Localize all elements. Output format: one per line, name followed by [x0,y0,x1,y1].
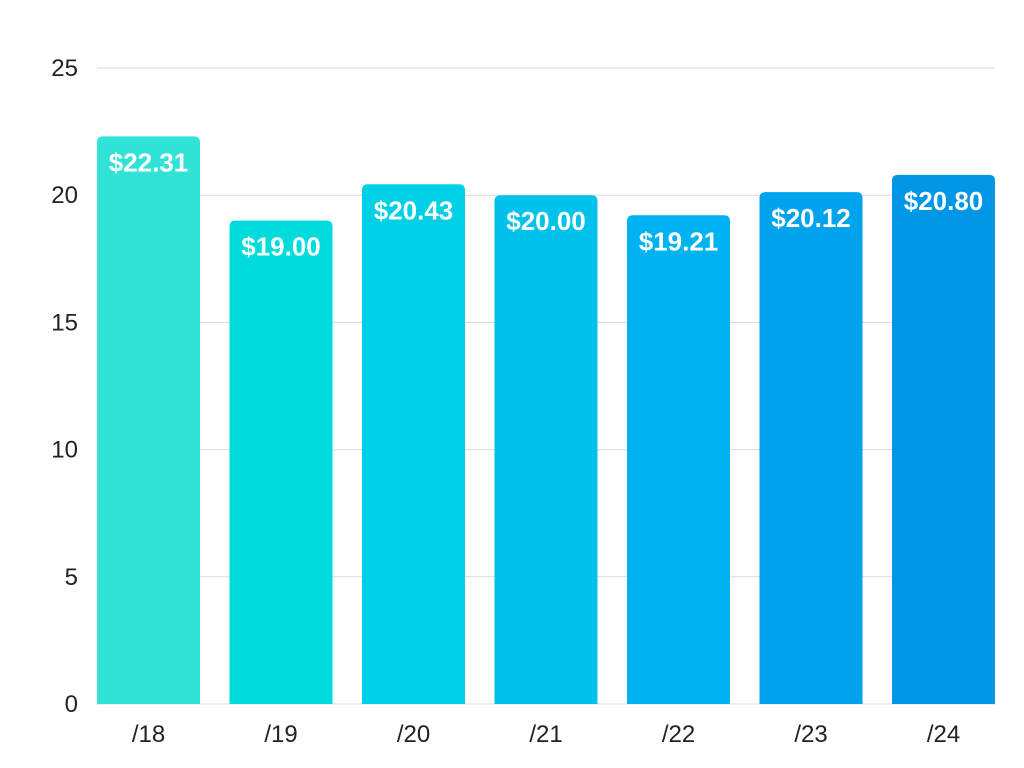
bar-value-labels: $22.31 $19.00 $20.43 $20.00 $19.21 $20.12 $20.… [109,147,984,261]
y-tick-label: 25 [51,55,78,82]
x-tick-label: /19 [264,721,297,748]
bar [759,192,863,704]
y-tick-label: 15 [51,309,78,336]
bar-value-label: $19.00 [241,232,321,262]
bar-value-label: $20.43 [374,195,454,225]
bar [494,195,598,704]
bar [627,215,730,704]
bars [97,136,995,704]
bar-value-label: $20.12 [771,203,851,233]
y-axis-ticks: 0 5 10 15 20 25 [51,55,78,718]
bar-value-label: $22.31 [109,147,189,177]
x-tick-label: /21 [529,721,562,748]
y-tick-label: 20 [51,182,78,209]
x-tick-label: /23 [794,721,827,748]
bar [362,184,465,704]
x-axis-ticks: /18/19/20/21/22/23/24 [132,721,960,748]
x-tick-label: /24 [927,721,960,748]
bar [97,136,200,704]
x-tick-label: /18 [132,721,165,748]
bar-value-label: $20.00 [506,206,586,236]
x-tick-label: /20 [397,721,430,748]
bar [229,220,333,704]
bar-value-label: $20.80 [904,186,984,216]
bar-value-label: $19.21 [639,226,719,256]
y-tick-label: 0 [65,691,78,718]
y-tick-label: 10 [51,437,78,464]
x-tick-label: /22 [662,721,695,748]
y-tick-label: 5 [65,564,78,591]
bar [892,174,995,704]
